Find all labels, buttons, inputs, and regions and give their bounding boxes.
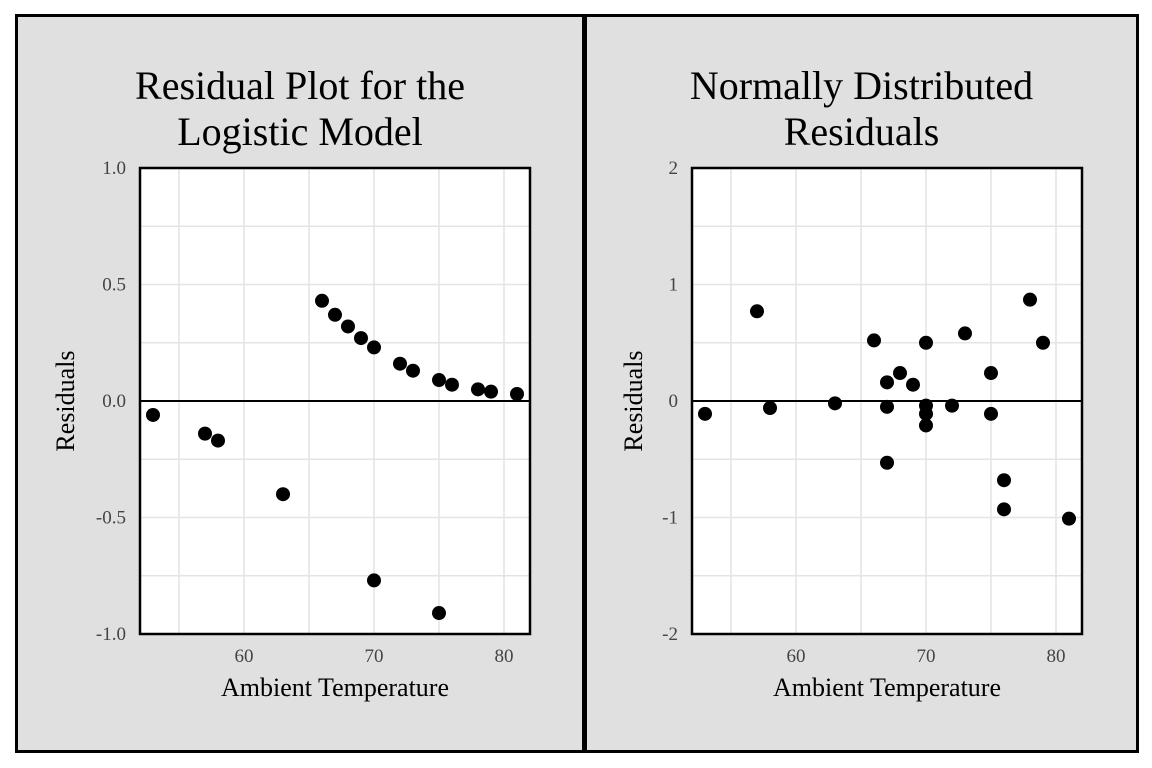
left-chart-panel: Residual Plot for the Logistic Model 60 7…	[15, 14, 585, 753]
chart-1-point	[997, 502, 1011, 517]
chart-0-x-tick-label: 60	[235, 646, 254, 667]
chart-0-x-tick-label: 70	[365, 646, 384, 667]
right-chart-title-line-2: Residuals	[783, 109, 940, 154]
chart-0-point	[510, 387, 524, 402]
chart-1-point	[984, 366, 998, 381]
chart-0-frame	[138, 166, 532, 636]
chart-1-point	[906, 377, 920, 392]
chart-1-point	[1023, 292, 1037, 307]
chart-0-point	[445, 377, 459, 392]
chart-0-point	[367, 573, 381, 588]
chart-1-x-tick-label: 70	[917, 646, 936, 667]
chart-1-point	[919, 418, 933, 433]
chart-0-point	[211, 433, 225, 448]
left-chart-title-line-1: Residual Plot for the	[135, 63, 465, 108]
chart-1-point	[893, 366, 907, 381]
chart-0-point	[484, 384, 498, 399]
chart-1-y-tick-label: 0	[669, 391, 679, 412]
right-chart-title: Normally Distributed Residuals	[587, 63, 1136, 155]
chart-1-point	[880, 455, 894, 470]
chart-0-point	[328, 307, 342, 322]
left-chart-title-line-2: Logistic Model	[177, 109, 423, 154]
chart-1-y-tick-label: -2	[662, 624, 678, 645]
chart-0-y-axis-label: Residuals	[51, 350, 80, 451]
right-chart-plot: 60 70 80 -2 -1 0 1 2 Ambient Temperature Residual…	[619, 158, 1084, 702]
chart-0-y-tick-label: -0.5	[96, 508, 126, 529]
chart-0-point	[276, 487, 290, 502]
chart-1-point	[945, 398, 959, 413]
chart-1-point	[828, 396, 842, 411]
chart-1-y-axis-label: Residuals	[619, 350, 648, 451]
chart-1-point	[919, 335, 933, 350]
chart-1-frame	[690, 166, 1084, 636]
right-chart-panel: Normally Distributed Residuals 60 70 80 -2 -…	[584, 14, 1139, 753]
chart-0-y-tick-label: 0.0	[102, 391, 126, 412]
chart-1-y-tick-label: 1	[669, 275, 679, 296]
chart-1-point	[997, 473, 1011, 488]
chart-0-y-tick-label: 1.0	[102, 158, 126, 179]
chart-0-point	[315, 293, 329, 308]
right-chart-title-line-1: Normally Distributed	[689, 63, 1034, 108]
chart-0-point	[367, 340, 381, 355]
chart-1-point	[867, 333, 881, 348]
chart-1-point	[984, 406, 998, 421]
chart-0-y-tick-label: -1.0	[96, 624, 126, 645]
chart-0-point	[341, 319, 355, 334]
chart-1-x-tick-label: 60	[787, 646, 806, 667]
chart-1-point	[698, 406, 712, 421]
chart-1-point	[1036, 335, 1050, 350]
chart-0-point	[354, 331, 368, 346]
chart-0-x-axis-label: Ambient Temperature	[221, 673, 449, 702]
chart-1-x-axis-label: Ambient Temperature	[773, 673, 1001, 702]
chart-1-x-tick-label: 80	[1047, 646, 1066, 667]
chart-0-point	[198, 426, 212, 441]
chart-1-y-tick-label: -1	[662, 508, 678, 529]
chart-1-point	[880, 375, 894, 390]
left-chart-title: Residual Plot for the Logistic Model	[18, 63, 582, 155]
chart-0-point	[432, 606, 446, 621]
chart-0-y-tick-label: 0.5	[102, 275, 126, 296]
chart-1-point	[880, 399, 894, 414]
chart-0-point	[432, 373, 446, 388]
chart-1-y-tick-label: 2	[669, 158, 679, 179]
chart-0-point	[393, 356, 407, 371]
chart-1-point	[958, 326, 972, 341]
chart-0-point	[406, 363, 420, 378]
chart-1-point	[750, 304, 764, 319]
chart-0-point	[471, 382, 485, 397]
left-chart-plot: 60 70 80 -1.0 -0.5 0.0 0.5 1.0 Ambient Temperatu…	[51, 158, 532, 702]
chart-1-point	[1062, 511, 1076, 526]
chart-1-point	[763, 400, 777, 415]
chart-0-x-tick-label: 80	[495, 646, 514, 667]
chart-0-point	[146, 407, 160, 422]
chart-1-point	[919, 406, 933, 421]
